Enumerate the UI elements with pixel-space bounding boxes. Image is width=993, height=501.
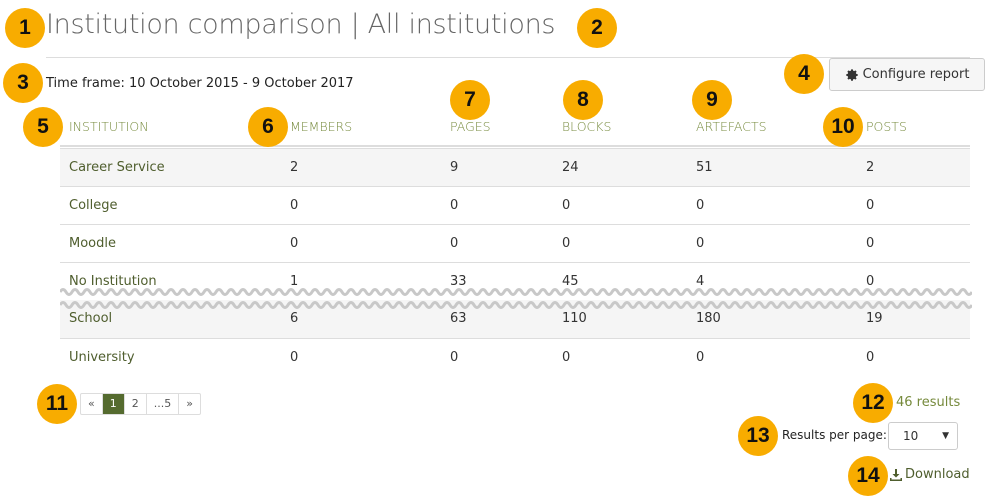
download-link[interactable]: Download	[890, 467, 970, 482]
cell-blocks: 45	[562, 274, 579, 289]
header-divider	[60, 145, 970, 147]
callout-badge: 1	[5, 8, 45, 48]
callout-badge: 10	[823, 107, 863, 147]
download-icon	[890, 468, 902, 481]
callout-badge: 3	[3, 63, 43, 103]
cell-pages: 9	[450, 160, 459, 175]
cell-posts: 0	[866, 236, 875, 251]
callout-badge: 11	[37, 384, 77, 424]
cell-posts: 19	[866, 311, 883, 326]
column-header-pages[interactable]: PAGES	[450, 119, 491, 134]
cell-blocks: 0	[562, 350, 571, 365]
cell-pages: 63	[450, 311, 467, 326]
download-label: Download	[905, 467, 970, 482]
callout-badge: 9	[692, 80, 732, 120]
column-header-posts[interactable]: POSTS	[866, 119, 907, 134]
gear-icon	[845, 68, 858, 81]
configure-report-button[interactable]: Configure report	[829, 58, 985, 91]
cell-blocks: 110	[562, 311, 587, 326]
page-button[interactable]: 1	[102, 394, 125, 414]
callout-badge: 7	[450, 80, 490, 120]
next-page-button[interactable]: »	[186, 397, 193, 410]
cell-members: 2	[290, 160, 299, 175]
callout-badge: 14	[848, 456, 888, 496]
callout-badge: 2	[577, 8, 617, 48]
page-title: Institution comparison | All institution…	[46, 9, 556, 40]
table-row: Career Service 2 9 24 51 2	[60, 148, 970, 186]
cell-institution[interactable]: School	[69, 311, 113, 326]
results-count: 46 results	[896, 395, 961, 410]
cell-blocks: 0	[562, 198, 571, 213]
cell-members: 0	[290, 236, 299, 251]
cell-institution[interactable]: No Institution	[69, 274, 157, 289]
column-header-blocks[interactable]: BLOCKS	[562, 119, 612, 134]
cell-pages: 0	[450, 198, 459, 213]
cell-artefacts: 4	[696, 274, 705, 289]
callout-badge: 6	[248, 107, 288, 147]
callout-badge: 5	[23, 107, 63, 147]
callout-badge: 8	[563, 80, 603, 120]
table-row: No Institution 1 33 45 4 0	[60, 262, 970, 300]
divider	[46, 57, 970, 58]
column-header-artefacts[interactable]: ARTEFACTS	[696, 119, 767, 134]
cell-artefacts: 180	[696, 311, 721, 326]
cell-posts: 2	[866, 160, 875, 175]
results-per-page-label: Results per page:	[782, 428, 887, 442]
configure-report-label: Configure report	[862, 67, 970, 82]
cell-artefacts: 51	[696, 160, 713, 175]
cell-institution[interactable]: Moodle	[69, 236, 116, 251]
page-button[interactable]: ...5	[147, 394, 180, 414]
cell-blocks: 0	[562, 236, 571, 251]
cell-institution[interactable]: University	[69, 350, 135, 365]
callout-badge: 13	[738, 416, 778, 456]
cell-pages: 0	[450, 236, 459, 251]
prev-page-button[interactable]: «	[81, 394, 103, 414]
cell-artefacts: 0	[696, 350, 705, 365]
cell-posts: 0	[866, 350, 875, 365]
results-per-page-value: 10	[903, 429, 919, 443]
chevron-down-icon: ▼	[942, 431, 949, 441]
column-header-institution[interactable]: INSTITUTION	[69, 119, 149, 134]
callout-badge: 4	[784, 54, 824, 94]
page-button[interactable]: 2	[125, 394, 147, 414]
table-row: College 0 0 0 0 0	[60, 186, 970, 224]
results-per-page-select[interactable]: 10 ▼	[888, 422, 958, 450]
cell-blocks: 24	[562, 160, 579, 175]
cell-artefacts: 0	[696, 198, 705, 213]
cell-members: 0	[290, 198, 299, 213]
cell-members: 0	[290, 350, 299, 365]
table-break-indicator	[60, 288, 972, 309]
cell-pages: 33	[450, 274, 467, 289]
cell-institution[interactable]: College	[69, 198, 118, 213]
cell-pages: 0	[450, 350, 459, 365]
table-row: Moodle 0 0 0 0 0	[60, 224, 970, 262]
time-frame: Time frame: 10 October 2015 - 9 October …	[46, 76, 354, 91]
callout-badge: 12	[853, 383, 893, 423]
cell-members: 6	[290, 311, 299, 326]
cell-posts: 0	[866, 198, 875, 213]
column-header-members[interactable]: MEMBERS	[290, 119, 353, 134]
cell-members: 1	[290, 274, 299, 289]
cell-institution[interactable]: Career Service	[69, 160, 165, 175]
cell-artefacts: 0	[696, 236, 705, 251]
table-row: University 0 0 0 0 0	[60, 338, 970, 376]
cell-posts: 0	[866, 274, 875, 289]
pagination: «1 2 ...5 »	[80, 393, 201, 415]
